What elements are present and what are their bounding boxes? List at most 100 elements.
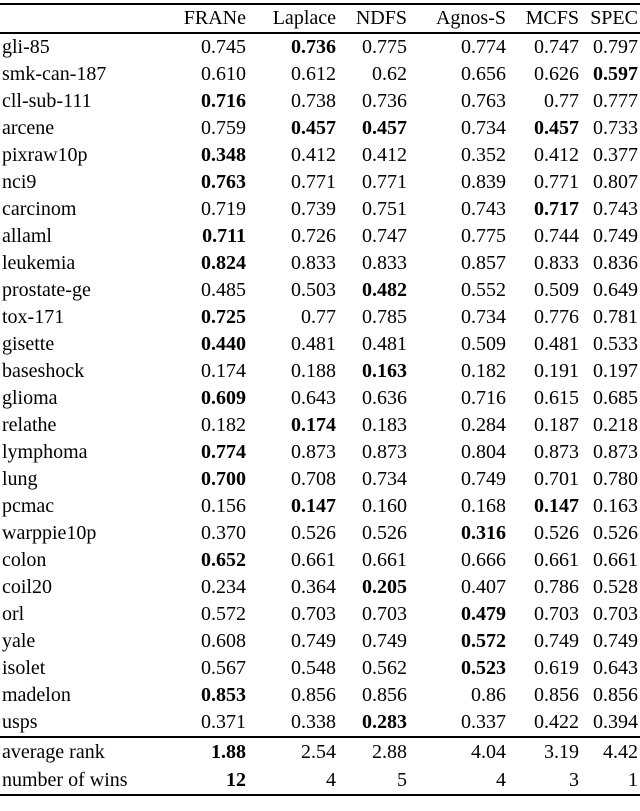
value-cell: 0.407	[461, 576, 506, 598]
value-cell: 0.685	[593, 387, 638, 409]
value-cell: 0.747	[362, 225, 407, 247]
value-cell: 0.749	[534, 630, 579, 652]
value-cell: 0.708	[291, 468, 336, 490]
value-cell: 0.661	[593, 549, 638, 571]
row-label: isolet	[2, 657, 46, 679]
value-cell: 0.751	[362, 198, 407, 220]
value-cell: 0.774	[201, 441, 246, 463]
value-cell: 0.615	[534, 387, 579, 409]
value-cell: 0.523	[461, 657, 506, 679]
value-cell: 3.19	[508, 736, 581, 766]
value-cell: 0.771	[362, 171, 407, 193]
row-label: tox-171	[2, 306, 65, 328]
value-cell: 0.205	[362, 576, 407, 598]
value-cell: 0.736	[291, 36, 336, 58]
table-row: pixraw10p 0.348 0.412 0.412 0.352 0.412 0.377	[0, 142, 640, 169]
value-cell: 0.775	[461, 225, 506, 247]
value-cell: 0.856	[534, 684, 579, 706]
row-label: average rank	[0, 736, 168, 766]
value-cell: 0.163	[362, 360, 407, 382]
table-row: allaml 0.711 0.726 0.747 0.775 0.744 0.749	[0, 223, 640, 250]
value-cell: 0.503	[291, 279, 336, 301]
value-cell: 0.412	[362, 144, 407, 166]
value-cell: 0.734	[362, 468, 407, 490]
table-row: madelon 0.853 0.856 0.856 0.86 0.856 0.856	[0, 682, 640, 709]
results-table: FRANe Laplace NDFS Agnos-S MCFS SPEC gli-85 0.…	[0, 3, 640, 796]
value-cell: 0.857	[461, 252, 506, 274]
value-cell: 0.703	[362, 603, 407, 625]
value-cell: 0.763	[201, 171, 246, 193]
value-cell: 0.652	[201, 549, 246, 571]
value-cell: 0.191	[534, 360, 579, 382]
value-cell: 0.643	[291, 387, 336, 409]
value-cell: 3	[569, 769, 579, 791]
row-label: glioma	[2, 387, 58, 409]
value-cell: 0.804	[461, 441, 506, 463]
value-cell: 0.526	[291, 522, 336, 544]
value-cell: 0.422	[534, 711, 579, 733]
row-label: yale	[2, 630, 36, 652]
row-label: leukemia	[2, 252, 76, 274]
table-row: lung 0.700 0.708 0.734 0.749 0.701 0.780	[0, 466, 640, 493]
value-cell: 0.734	[461, 306, 506, 328]
row-label: smk-can-187	[2, 63, 107, 85]
value-cell: 0.364	[291, 576, 336, 598]
value-cell: 0.509	[534, 279, 579, 301]
value-cell: 0.160	[362, 495, 407, 517]
table-row: arcene 0.759 0.457 0.457 0.734 0.457 0.733	[0, 115, 640, 142]
value-cell: 0.738	[291, 90, 336, 112]
value-cell: 0.873	[593, 441, 638, 463]
value-cell: 0.572	[461, 630, 506, 652]
value-cell: 0.759	[201, 117, 246, 139]
value-cell: 1.88	[168, 736, 248, 766]
value-cell: 0.183	[362, 414, 407, 436]
value-cell: 0.608	[201, 630, 246, 652]
value-cell: 0.86	[471, 684, 506, 706]
value-cell: 0.567	[201, 657, 246, 679]
value-cell: 0.562	[362, 657, 407, 679]
column-header-agnos-s: Agnos-S	[409, 4, 508, 34]
value-cell: 0.777	[593, 90, 638, 112]
value-cell: 4.42	[581, 736, 640, 766]
value-cell: 0.749	[461, 468, 506, 490]
row-label: number of wins	[2, 769, 128, 791]
value-cell: 0.528	[593, 576, 638, 598]
value-cell: 0.781	[593, 306, 638, 328]
value-cell: 0.763	[461, 90, 506, 112]
row-label: madelon	[2, 684, 71, 706]
value-cell: 1	[628, 769, 638, 791]
table-row: carcinom 0.719 0.739 0.751 0.743 0.717 0.743	[0, 196, 640, 223]
row-label: lymphoma	[2, 441, 88, 463]
value-cell: 0.719	[201, 198, 246, 220]
value-cell: 0.481	[362, 333, 407, 355]
column-header-mcfs: MCFS	[508, 4, 581, 34]
row-label: gli-85	[2, 36, 50, 58]
value-cell: 0.174	[291, 414, 336, 436]
row-label: prostate-ge	[2, 279, 91, 301]
row-label: relathe	[2, 414, 57, 436]
value-cell: 0.744	[534, 225, 579, 247]
value-cell: 0.824	[201, 252, 246, 274]
table-row: warppie10p 0.370 0.526 0.526 0.316 0.526 0.526	[0, 520, 640, 547]
value-cell: 2.88	[338, 736, 409, 766]
value-cell: 0.182	[461, 360, 506, 382]
value-cell: 0.572	[201, 603, 246, 625]
row-label: orl	[2, 603, 25, 625]
value-cell: 0.457	[291, 117, 336, 139]
value-cell: 0.77	[544, 90, 579, 112]
value-cell: 0.636	[362, 387, 407, 409]
value-cell: 0.734	[461, 117, 506, 139]
value-cell: 0.412	[291, 144, 336, 166]
value-cell: 0.716	[201, 90, 246, 112]
value-cell: 0.736	[362, 90, 407, 112]
value-cell: 0.509	[461, 333, 506, 355]
value-cell: 0.661	[291, 549, 336, 571]
value-cell: 0.316	[461, 522, 506, 544]
table-row: smk-can-187 0.610 0.612 0.62 0.656 0.626 0.597	[0, 61, 640, 88]
value-cell: 0.284	[461, 414, 506, 436]
table-row: yale 0.608 0.749 0.749 0.572 0.749 0.749	[0, 628, 640, 655]
value-cell: 0.839	[461, 171, 506, 193]
value-cell: 0.745	[201, 36, 246, 58]
value-cell: 0.785	[362, 306, 407, 328]
